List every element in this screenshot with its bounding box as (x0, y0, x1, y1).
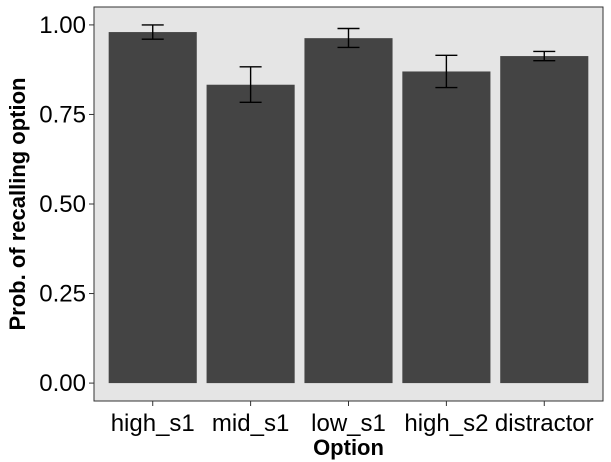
y-axis: 0.00 0.25 0.50 0.75 1.00 (39, 12, 94, 397)
y-tick-label: 0.00 (39, 370, 86, 397)
bar-mid_s1 (206, 84, 295, 384)
x-tick-label-high_s1: high_s1 (111, 410, 195, 437)
bar-high_s1 (108, 32, 197, 384)
x-axis: high_s1 mid_s1 low_s1 high_s2 distractor (111, 401, 594, 437)
x-tick-label-distractor: distractor (495, 410, 594, 437)
error-bar-high_s1 (141, 24, 164, 40)
x-tick-label-mid_s1: mid_s1 (212, 410, 289, 437)
x-tick-label-low_s1: low_s1 (311, 410, 386, 437)
y-axis-title: Prob. of recalling option (5, 78, 30, 331)
error-bar-mid_s1 (239, 66, 262, 103)
y-tick-label: 0.25 (39, 281, 86, 308)
bar-distractor (500, 56, 589, 384)
error-bar-distractor (533, 50, 556, 62)
x-axis-title: Option (313, 435, 384, 460)
error-bar-low_s1 (337, 27, 360, 49)
bars-group (108, 32, 589, 384)
error-bar-high_s2 (435, 54, 458, 89)
bar-high_s2 (402, 71, 491, 384)
y-tick-label: 1.00 (39, 12, 86, 39)
error-bars-group (141, 24, 556, 103)
bar-low_s1 (304, 38, 393, 384)
x-tick-label-high_s2: high_s2 (404, 410, 488, 437)
y-tick-label: 0.75 (39, 101, 86, 128)
y-tick-label: 0.50 (39, 191, 86, 218)
